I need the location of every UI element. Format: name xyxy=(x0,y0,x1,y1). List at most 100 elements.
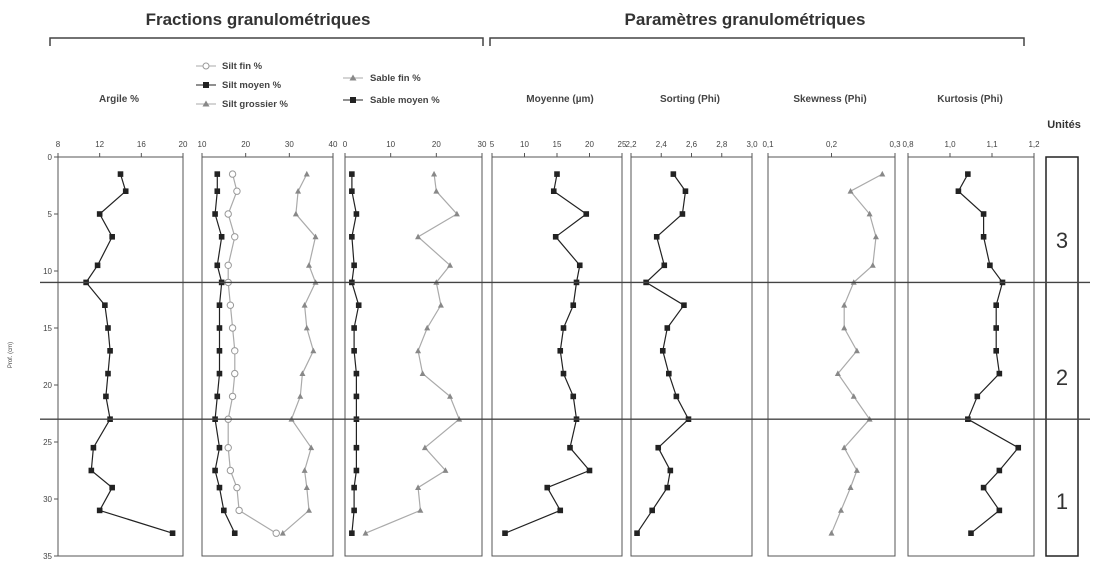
data-point xyxy=(231,369,239,378)
data-point xyxy=(305,507,312,513)
data-point xyxy=(419,370,426,376)
data-point xyxy=(362,530,369,536)
data-point xyxy=(90,444,97,451)
x-tick-label: 1,0 xyxy=(944,140,956,149)
panel-frame xyxy=(767,156,896,557)
x-tick-label: 30 xyxy=(285,140,294,149)
data-point xyxy=(544,484,551,491)
data-point xyxy=(655,444,662,451)
data-point xyxy=(355,302,362,308)
data-point xyxy=(661,262,668,269)
y-tick-label: 0 xyxy=(48,153,53,162)
data-point xyxy=(557,507,564,514)
data-point xyxy=(351,348,357,354)
series-sorting-phi xyxy=(634,171,692,536)
data-point xyxy=(987,262,993,269)
data-point xyxy=(681,302,687,308)
data-point xyxy=(351,262,357,269)
data-point xyxy=(659,348,666,354)
panel-frame xyxy=(344,156,483,557)
data-point xyxy=(841,302,848,308)
data-point xyxy=(417,507,424,513)
series-skewness-phi xyxy=(828,170,886,536)
data-point xyxy=(231,530,238,536)
data-point xyxy=(993,325,999,331)
data-point xyxy=(853,347,860,354)
data-point xyxy=(96,507,103,514)
data-point xyxy=(554,171,560,177)
data-point xyxy=(228,392,237,401)
data-point xyxy=(838,507,845,513)
data-point xyxy=(221,507,227,514)
legend-silt-moyen: Silt moyen % xyxy=(196,80,282,91)
x-tick-label: 10 xyxy=(198,140,207,149)
data-point xyxy=(94,262,101,269)
data-point xyxy=(834,370,841,376)
units-column-box xyxy=(1045,156,1079,557)
data-point xyxy=(297,393,304,399)
data-point xyxy=(996,507,1003,514)
data-point xyxy=(303,324,310,331)
x-tick-label: 10 xyxy=(386,140,395,149)
x-tick-label: 0,8 xyxy=(902,140,914,149)
data-point xyxy=(869,262,876,268)
data-point xyxy=(664,484,671,491)
data-point xyxy=(653,234,660,240)
data-point xyxy=(303,170,310,177)
data-point xyxy=(552,234,559,240)
data-point xyxy=(214,188,221,194)
data-point xyxy=(980,484,987,491)
y-tick-label: 10 xyxy=(43,267,52,276)
data-point xyxy=(965,171,971,177)
data-point xyxy=(980,234,987,240)
series-kurtosis-phi xyxy=(955,171,1022,536)
data-point xyxy=(272,529,280,537)
data-point xyxy=(560,325,567,331)
x-tick-label: 40 xyxy=(329,140,338,149)
data-point xyxy=(105,370,111,377)
data-point xyxy=(415,233,422,240)
series-silt-moyen xyxy=(212,171,238,536)
data-point xyxy=(567,444,573,451)
x-tick-label: 3,0 xyxy=(746,140,758,149)
data-point xyxy=(107,348,113,354)
x-tick-label: 1,1 xyxy=(986,140,998,149)
data-point xyxy=(216,325,223,331)
parametres-group-title: Paramètres granulométriques xyxy=(625,10,866,29)
data-point xyxy=(226,466,235,475)
data-point xyxy=(231,233,239,241)
data-point xyxy=(634,530,640,536)
legend-square-marker xyxy=(350,97,356,103)
data-point xyxy=(828,530,835,536)
x-tick-label: 2,2 xyxy=(625,140,637,149)
data-point xyxy=(218,234,225,240)
argile-title: Argile % xyxy=(99,94,139,105)
data-point xyxy=(570,302,577,308)
data-point xyxy=(117,171,124,177)
data-point xyxy=(351,507,357,514)
y-tick-label: 5 xyxy=(48,210,53,219)
data-point xyxy=(847,188,854,194)
svg-text:Silt fin %: Silt fin % xyxy=(222,61,263,72)
series-line xyxy=(504,173,591,534)
data-point xyxy=(353,370,360,377)
unit-1-label: 1 xyxy=(1056,489,1068,514)
data-point xyxy=(847,484,854,490)
data-point xyxy=(353,467,360,474)
data-point xyxy=(349,530,355,536)
data-point xyxy=(308,444,315,451)
data-point xyxy=(433,188,440,194)
data-point xyxy=(301,467,308,473)
data-point xyxy=(570,393,577,400)
data-point xyxy=(169,530,176,536)
data-point xyxy=(349,188,355,194)
unit-3-label: 3 xyxy=(1056,228,1068,253)
panel-frame xyxy=(907,156,1035,557)
legend: Silt fin % Silt moyen % Silt grossier % … xyxy=(196,61,440,110)
data-point xyxy=(421,444,428,451)
y-tick-label: 20 xyxy=(43,381,52,390)
svg-text:Silt grossier %: Silt grossier % xyxy=(222,99,289,110)
series-line xyxy=(636,173,690,534)
data-point xyxy=(299,370,306,376)
